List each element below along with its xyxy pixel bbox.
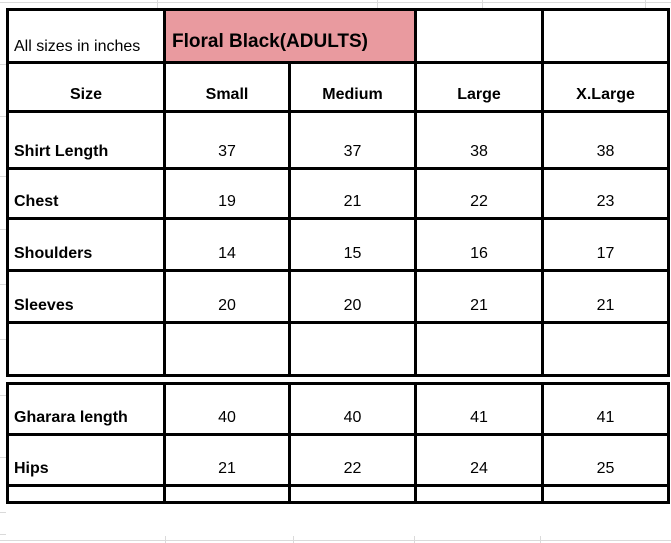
value-cell: 25 bbox=[541, 433, 670, 487]
empty-cell bbox=[414, 484, 544, 504]
row-label-cell: Shoulders bbox=[6, 217, 166, 272]
gridline-top bbox=[0, 2, 671, 3]
value-cell: 24 bbox=[414, 433, 544, 487]
value-cell: 15 bbox=[287, 217, 418, 272]
value-cell: 41 bbox=[414, 382, 544, 436]
value-cell: 40 bbox=[288, 382, 417, 436]
gridline-stub bbox=[0, 176, 6, 177]
gridline-bottom bbox=[0, 540, 671, 541]
gridline-stub bbox=[293, 536, 294, 543]
size-chart: All sizes in inches Floral Black(ADULTS)… bbox=[6, 8, 671, 504]
gridline-stub bbox=[377, 0, 378, 8]
empty-cell bbox=[541, 484, 670, 504]
table-row: Hips 21 22 24 25 bbox=[6, 433, 670, 487]
table-row: Chest 19 21 22 23 bbox=[6, 167, 671, 220]
table-row: All sizes in inches Floral Black(ADULTS) bbox=[6, 8, 671, 64]
gridline-stub bbox=[0, 395, 6, 396]
value-cell: 22 bbox=[288, 433, 417, 487]
empty-cell bbox=[414, 8, 545, 64]
table-section-gap bbox=[6, 377, 667, 382]
column-header-xlarge: X.Large bbox=[541, 61, 671, 113]
table-row: Shoulders 14 15 16 17 bbox=[6, 217, 671, 272]
value-cell: 40 bbox=[163, 382, 291, 436]
value-cell: 17 bbox=[541, 217, 671, 272]
value-cell: 21 bbox=[287, 167, 418, 220]
table-row: Size Small Medium Large X.Large bbox=[6, 61, 671, 113]
row-label-cell: Chest bbox=[6, 167, 166, 220]
table-row bbox=[6, 484, 670, 504]
product-title-cell: Floral Black(ADULTS) bbox=[162, 8, 418, 64]
column-header-size: Size bbox=[6, 61, 166, 113]
row-label-cell: Gharara length bbox=[6, 382, 166, 436]
gridline-stub bbox=[540, 536, 541, 543]
size-table-lower: Gharara length 40 40 41 41 Hips 21 22 24… bbox=[6, 382, 670, 504]
row-label-cell: Hips bbox=[6, 433, 166, 487]
gridline-stub bbox=[645, 0, 646, 8]
size-table-upper: All sizes in inches Floral Black(ADULTS)… bbox=[6, 8, 671, 377]
value-cell: 38 bbox=[414, 110, 545, 170]
gridline-stub bbox=[0, 116, 6, 117]
value-cell: 21 bbox=[414, 269, 545, 324]
table-row: Shirt Length 37 37 38 38 bbox=[6, 110, 671, 170]
value-cell: 21 bbox=[163, 433, 291, 487]
gridline-stub bbox=[414, 536, 415, 543]
gridline-stub bbox=[482, 0, 483, 8]
table-row: Sleeves 20 20 21 21 bbox=[6, 269, 671, 324]
value-cell: 22 bbox=[414, 167, 545, 220]
gridline-stub bbox=[0, 512, 6, 513]
gridline-stub bbox=[165, 536, 166, 543]
value-cell: 20 bbox=[287, 269, 418, 324]
value-cell: 38 bbox=[541, 110, 671, 170]
gridline-stub bbox=[0, 457, 6, 458]
empty-cell bbox=[288, 484, 417, 504]
table-row: Gharara length 40 40 41 41 bbox=[6, 382, 670, 436]
empty-cell bbox=[6, 484, 166, 504]
gridline-stub bbox=[0, 64, 6, 65]
value-cell: 21 bbox=[541, 269, 671, 324]
note-cell: All sizes in inches bbox=[6, 8, 166, 64]
column-header-medium: Medium bbox=[287, 61, 418, 113]
column-header-large: Large bbox=[414, 61, 545, 113]
value-cell: 23 bbox=[541, 167, 671, 220]
empty-cell bbox=[541, 8, 671, 64]
gridline-stub bbox=[157, 0, 158, 8]
empty-cell bbox=[414, 321, 545, 377]
row-label-cell: Sleeves bbox=[6, 269, 166, 324]
value-cell: 19 bbox=[163, 167, 291, 220]
gridline-stub bbox=[0, 284, 6, 285]
value-cell: 37 bbox=[287, 110, 418, 170]
value-cell: 14 bbox=[163, 217, 291, 272]
value-cell: 37 bbox=[163, 110, 291, 170]
gridline-stub bbox=[0, 339, 6, 340]
value-cell: 20 bbox=[163, 269, 291, 324]
empty-cell bbox=[287, 321, 418, 377]
value-cell: 16 bbox=[414, 217, 545, 272]
empty-cell bbox=[163, 484, 291, 504]
row-label-cell: Shirt Length bbox=[6, 110, 166, 170]
value-cell: 41 bbox=[541, 382, 670, 436]
table-row bbox=[6, 321, 671, 377]
column-header-small: Small bbox=[163, 61, 291, 113]
gridline-stub bbox=[0, 534, 6, 535]
empty-cell bbox=[163, 321, 291, 377]
empty-cell bbox=[6, 321, 166, 377]
gridline-stub bbox=[0, 229, 6, 230]
empty-cell bbox=[541, 321, 671, 377]
